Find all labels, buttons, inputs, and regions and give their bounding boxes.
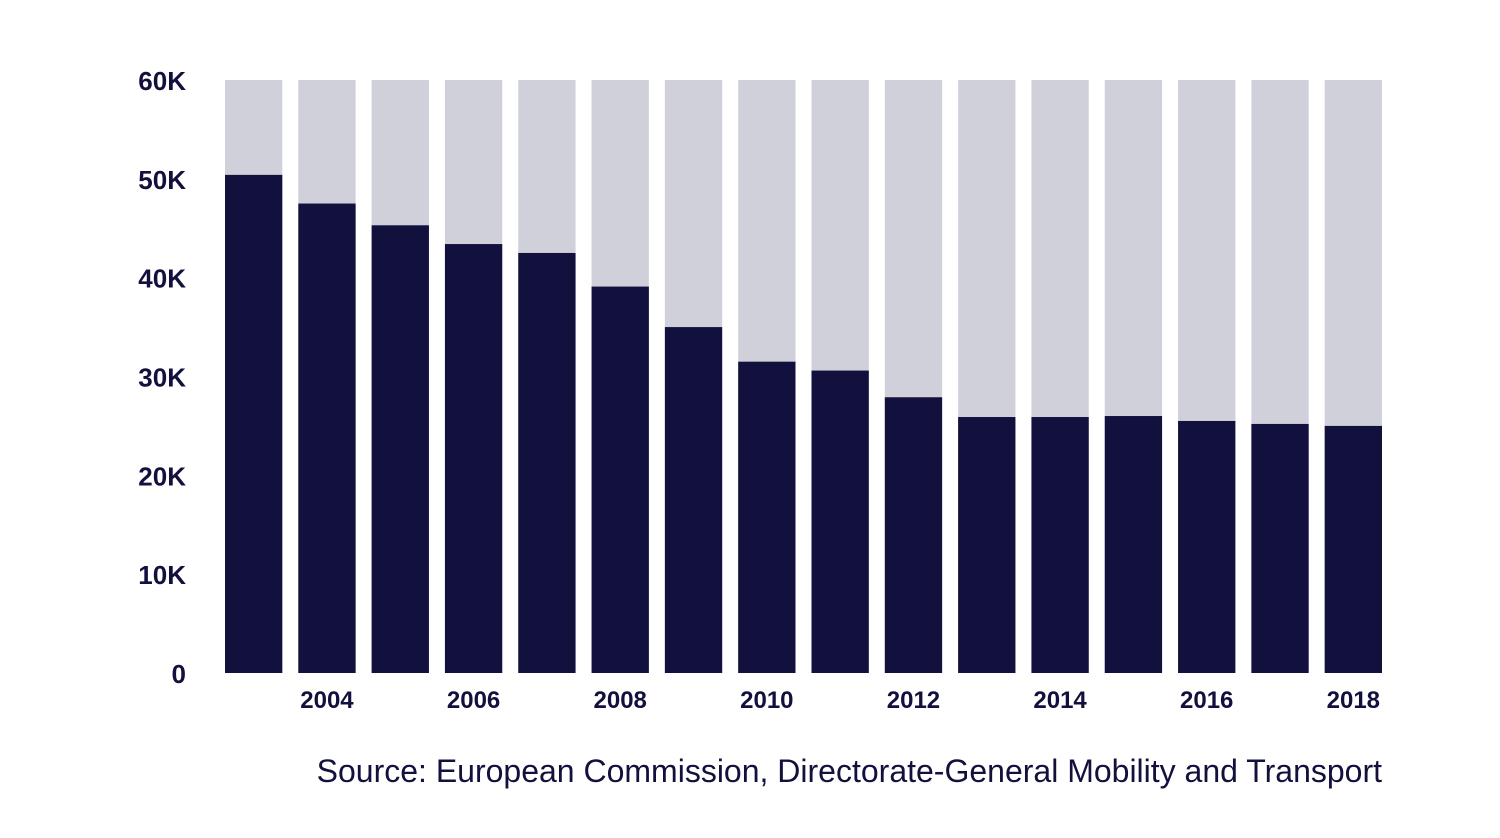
bar-2016 (1178, 420, 1236, 673)
x-tick-label: 2008 (594, 687, 647, 714)
bar-2010 (738, 361, 796, 673)
data-bars (225, 174, 1382, 674)
x-tick-label: 2012 (887, 687, 940, 714)
y-tick-label: 40K (138, 264, 186, 294)
y-tick-label: 60K (138, 66, 186, 96)
bar-2018 (1324, 425, 1382, 673)
bar-2014 (1031, 417, 1089, 673)
bar-2015 (1104, 416, 1163, 673)
y-tick-label: 30K (138, 363, 186, 393)
x-tick-label: 2018 (1327, 687, 1380, 714)
bar-2004 (298, 203, 356, 673)
x-axis: 2004 2006 2008 2010 2012 2014 2016 2018 (300, 687, 1380, 714)
x-tick-label: 2006 (447, 687, 500, 714)
y-tick-label: 20K (138, 461, 186, 491)
y-tick-label: 50K (138, 165, 186, 195)
bar-2017 (1251, 423, 1309, 673)
source-note: Source: European Commission, Directorate… (317, 753, 1382, 789)
bar-2013 (958, 417, 1016, 673)
bar-2009 (664, 327, 723, 673)
bar-2006 (444, 244, 503, 673)
bar-2008 (591, 286, 649, 673)
bar-2012 (884, 397, 943, 673)
y-axis: 0 10K 20K 30K 40K 50K 60K (138, 66, 186, 689)
bar-2011 (811, 370, 869, 673)
y-tick-label: 10K (138, 560, 186, 590)
x-tick-label: 2014 (1033, 687, 1087, 714)
bar-2003 (225, 174, 283, 673)
x-tick-label: 2010 (740, 687, 793, 714)
y-tick-label: 0 (172, 659, 186, 689)
x-tick-label: 2016 (1180, 687, 1233, 714)
x-tick-label: 2004 (300, 687, 354, 714)
bar-2007 (518, 252, 576, 674)
bar-2005 (371, 225, 429, 673)
